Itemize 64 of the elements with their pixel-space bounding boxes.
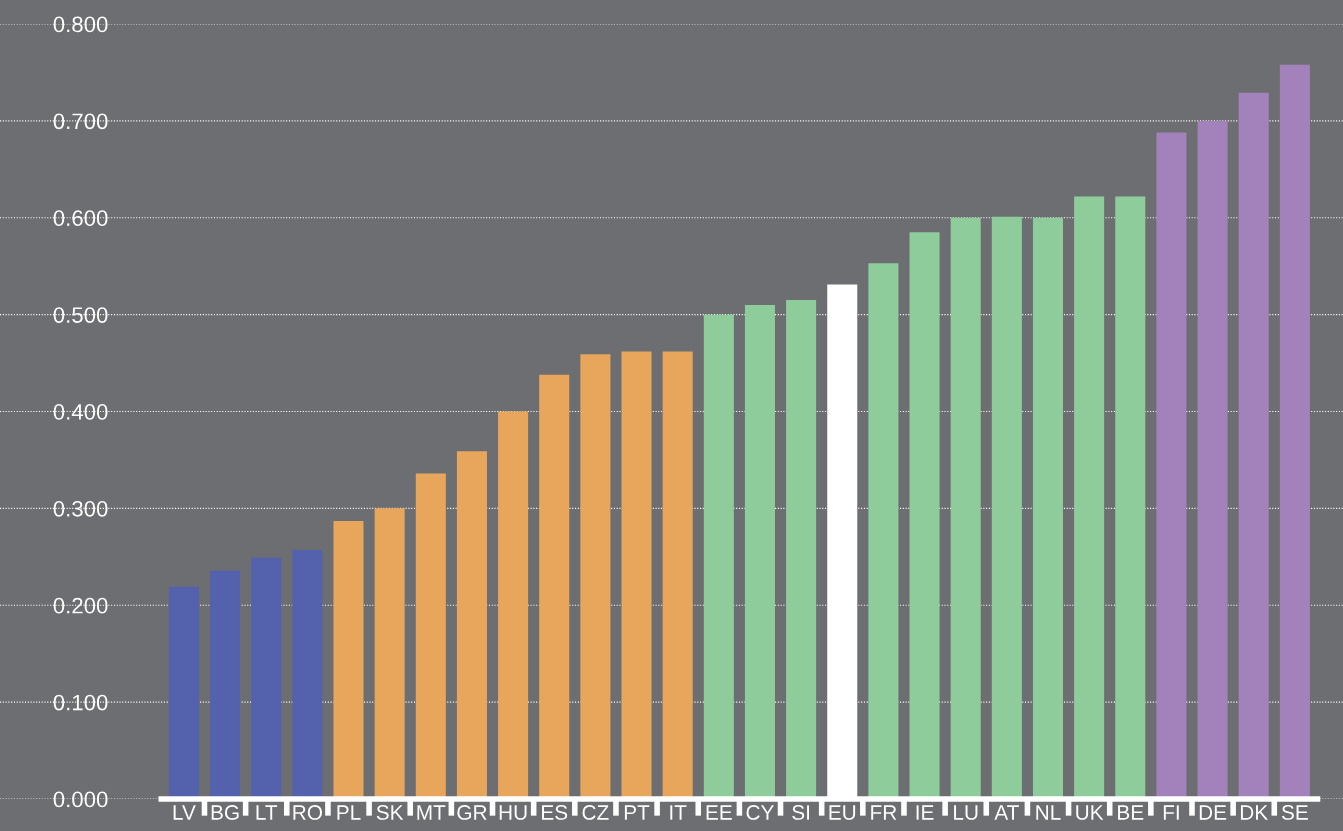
x-tick-label: FR — [871, 805, 897, 820]
x-tick-label: IT — [670, 805, 687, 820]
x-tick-label: FI — [1163, 805, 1179, 820]
y-tick-label: 0.500 — [53, 307, 108, 323]
bar — [498, 411, 529, 799]
x-tick-label: BG — [211, 805, 239, 820]
bar — [1279, 64, 1310, 799]
x-tick-label: ES — [542, 805, 568, 820]
bar — [991, 216, 1022, 799]
x-tick-label: AT — [994, 805, 1019, 820]
y-tick-label: 0.600 — [53, 210, 108, 227]
y-tick-label: 0.300 — [53, 500, 108, 517]
x-tick-label: DE — [1199, 805, 1227, 820]
bar — [786, 300, 817, 799]
x-tick-label: HU — [499, 805, 527, 820]
x-tick-label: LV — [173, 805, 196, 820]
x-tick-label: PT — [624, 805, 650, 820]
bar — [1074, 196, 1105, 799]
y-tick-label: 0.400 — [53, 404, 108, 420]
bar — [374, 508, 405, 799]
x-tick-label: BE — [1118, 805, 1144, 820]
y-tick-label: 0.000 — [53, 791, 108, 808]
x-tick-label: RO — [293, 805, 322, 820]
x-tick-label: PL — [337, 805, 361, 820]
y-tick-label: 0.100 — [53, 694, 108, 711]
x-tick-label: SE — [1281, 805, 1308, 820]
bar — [168, 586, 199, 799]
x-tick-label: UK — [1076, 805, 1104, 820]
bar — [251, 557, 282, 799]
x-tick-label: NL — [1036, 805, 1061, 820]
bar — [744, 304, 775, 799]
x-tick-label: GR — [457, 805, 487, 820]
x-tick-label: EU — [829, 805, 856, 820]
bar — [1156, 132, 1187, 799]
bar — [1238, 92, 1269, 799]
x-tick-label: LT — [256, 805, 278, 820]
bar — [292, 550, 323, 799]
x-tick-label: MT — [417, 805, 446, 820]
bar — [662, 351, 693, 799]
x-tick-label: CY — [746, 805, 774, 820]
bar — [1197, 120, 1228, 799]
bar — [703, 314, 734, 799]
y-tick-label: 0.800 — [53, 16, 108, 33]
bar — [1032, 217, 1063, 799]
bar — [210, 570, 241, 799]
x-tick-label: IE — [916, 805, 934, 820]
x-tick-label: DK — [1240, 805, 1268, 820]
bar — [539, 374, 570, 799]
x-tick-label: SK — [376, 805, 404, 820]
x-tick-label: CZ — [582, 805, 609, 820]
bar — [909, 232, 940, 799]
bar — [456, 451, 487, 799]
bar — [1115, 196, 1146, 799]
x-tick-label: SI — [792, 805, 810, 820]
y-tick-label: 0.200 — [53, 597, 108, 614]
bar — [868, 263, 899, 799]
bar — [580, 354, 611, 799]
x-tick-label: LU — [954, 805, 978, 820]
bar — [333, 520, 364, 799]
bar — [415, 473, 446, 799]
y-tick-label: 0.700 — [53, 113, 108, 130]
bar — [621, 351, 652, 799]
x-tick-label: EE — [706, 805, 732, 820]
bar — [950, 217, 981, 799]
